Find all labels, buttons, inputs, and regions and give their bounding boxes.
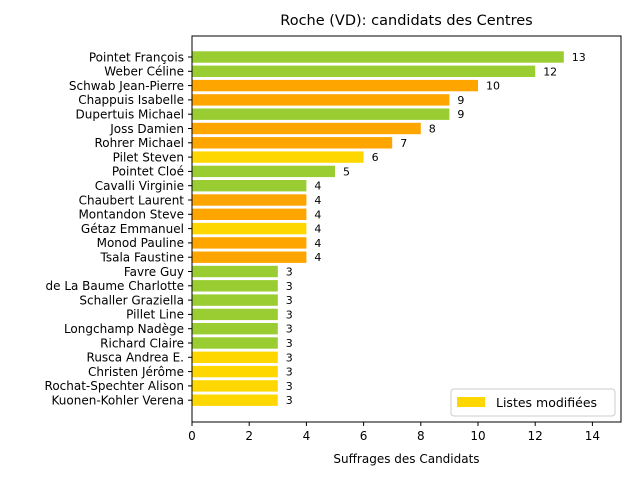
data-label: 3 (286, 308, 293, 321)
y-tick-label: Joss Damien (109, 122, 184, 136)
y-tick-label: Cavalli Virginie (95, 179, 184, 193)
data-label: 3 (286, 380, 293, 393)
bar (192, 251, 307, 263)
bar (192, 294, 278, 306)
x-tick-label: 2 (245, 429, 253, 443)
data-label: 3 (286, 294, 293, 307)
bar (192, 108, 450, 120)
y-tick-label: Pointet François (89, 50, 184, 64)
data-label: 13 (572, 51, 586, 64)
legend: Listes modifiées (450, 388, 616, 417)
data-label: 4 (314, 223, 321, 236)
y-tick-label: Richard Claire (100, 336, 184, 350)
bar (192, 323, 278, 335)
x-tick-label: 0 (188, 429, 196, 443)
x-tick-label: 6 (360, 429, 368, 443)
y-tick-label: Christen Jérôme (88, 365, 184, 379)
x-tick-label: 4 (303, 429, 311, 443)
data-label: 12 (543, 65, 557, 78)
bar (192, 51, 564, 63)
y-tick-label: Kuonen-Kohler Verena (52, 394, 185, 408)
x-axis-title: Suffrages des Candidats (333, 452, 479, 466)
data-label: 3 (286, 366, 293, 379)
data-label: 9 (457, 94, 464, 107)
y-tick-label: de La Baume Charlotte (46, 279, 185, 293)
data-label: 4 (314, 194, 321, 207)
data-label: 3 (286, 323, 293, 336)
data-label: 3 (286, 266, 293, 279)
data-label: 4 (314, 251, 321, 264)
x-tick-label: 8 (417, 429, 425, 443)
y-tick-label: Chaubert Laurent (79, 193, 185, 207)
y-tick-label: Rusca Andrea E. (87, 351, 184, 365)
bar (192, 237, 307, 249)
data-label: 3 (286, 280, 293, 293)
data-label: 3 (286, 337, 293, 350)
y-tick-label: Pilet Steven (113, 150, 184, 164)
bar (192, 351, 278, 363)
legend-swatch (457, 397, 485, 407)
bar (192, 222, 307, 235)
x-tick-label: 14 (585, 429, 600, 443)
data-label: 7 (400, 137, 407, 150)
bar (192, 122, 421, 135)
y-tick-label: Pillet Line (126, 308, 184, 322)
legend-box (450, 388, 616, 417)
data-label: 3 (286, 394, 293, 407)
data-label: 6 (372, 151, 379, 164)
data-label: 8 (429, 123, 436, 136)
bar (192, 265, 278, 278)
y-tick-label: Longchamp Nadège (64, 322, 184, 336)
y-tick-label: Monod Pauline (97, 236, 184, 250)
bar (192, 380, 278, 392)
bar (192, 365, 278, 378)
legend-label: Listes modifiées (496, 395, 597, 410)
bar (192, 208, 307, 220)
bar (192, 180, 307, 192)
bar (192, 194, 307, 206)
bar (192, 65, 536, 77)
y-tick-label: Tsala Faustine (100, 251, 185, 265)
bar (192, 308, 278, 321)
bar (192, 137, 393, 149)
data-label: 4 (314, 208, 321, 221)
data-label: 3 (286, 351, 293, 364)
x-tick-label: 12 (528, 429, 543, 443)
bar (192, 280, 278, 292)
bar (192, 165, 335, 178)
data-label: 10 (486, 80, 500, 93)
bar (192, 79, 478, 92)
x-tick-label: 10 (470, 429, 485, 443)
bar (192, 337, 278, 349)
y-tick-label: Rochat-Spechter Alison (45, 379, 184, 393)
x-axis: 0 2 4 6 8 10 12 14 (188, 422, 600, 443)
y-tick-label: Chappuis Isabelle (78, 93, 184, 107)
data-label: 5 (343, 165, 350, 178)
y-tick-label: Gétaz Emmanuel (81, 222, 184, 236)
bars-group (192, 51, 564, 406)
y-tick-label: Pointet Cloé (112, 165, 184, 179)
bar (192, 151, 364, 163)
data-label: 9 (457, 108, 464, 121)
y-tick-label: Dupertuis Michael (76, 108, 184, 122)
bar (192, 394, 278, 406)
y-tick-label: Rohrer Michael (94, 136, 184, 150)
data-label: 4 (314, 237, 321, 250)
plot-frame (191, 35, 622, 423)
y-tick-label: Favre Guy (124, 265, 184, 279)
bar (192, 94, 450, 106)
chart-title: Roche (VD): candidats des Centres (280, 13, 532, 29)
y-tick-label: Schwab Jean-Pierre (69, 79, 184, 93)
y-tick-label: Weber Céline (104, 65, 184, 79)
y-tick-label: Montandon Steve (78, 208, 184, 222)
data-label: 4 (314, 180, 321, 193)
y-tick-label: Schaller Graziella (79, 293, 184, 307)
